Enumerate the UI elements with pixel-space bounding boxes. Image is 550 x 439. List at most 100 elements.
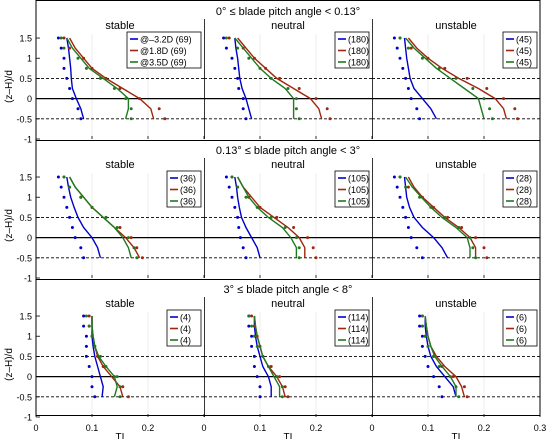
legend-entry: (6) (516, 324, 527, 334)
panel-r0-c2: unstable(45)(45)(45) (371, 19, 541, 139)
y-tick-label: 0 (27, 94, 32, 104)
scatter-point (90, 385, 94, 389)
scatter-point (126, 236, 130, 240)
scatter-point (516, 117, 520, 121)
legend-entry: (28) (516, 174, 532, 184)
legend-entry: (45) (516, 35, 532, 45)
scatter-point (62, 36, 66, 40)
scatter-point (420, 324, 424, 328)
scatter-point (79, 195, 83, 199)
y-tick-label: 1 (27, 193, 32, 203)
scatter-point (406, 46, 410, 50)
scatter-point (135, 256, 139, 260)
scatter-point (292, 226, 296, 230)
profile-line (405, 176, 471, 258)
profile-line (234, 37, 295, 119)
scatter-point (250, 324, 254, 328)
scatter-point (65, 205, 69, 209)
scatter-point (286, 87, 290, 91)
scatter-point (62, 175, 66, 179)
legend-entry: @1.8D (69) (140, 46, 187, 56)
scatter-point (224, 175, 228, 179)
scatter-point (84, 354, 88, 358)
scatter-point (488, 107, 492, 111)
scatter-point (471, 87, 475, 91)
legend-entry: (6) (516, 313, 527, 323)
legend-entry: (105) (348, 174, 369, 184)
scatter-point (471, 246, 475, 250)
scatter-point (297, 117, 301, 121)
scatter-point (418, 324, 422, 328)
profile-line (403, 37, 438, 120)
scatter-point (283, 226, 287, 230)
profile-line (236, 176, 298, 258)
scatter-point (238, 236, 242, 240)
scatter-point (311, 246, 315, 250)
legend-entry: (36) (180, 174, 196, 184)
scatter-point (297, 87, 301, 91)
legend-entry: (36) (180, 197, 196, 207)
scatter-point (252, 334, 256, 338)
scatter-point (87, 324, 91, 328)
scatter-point (227, 36, 231, 40)
scatter-point (418, 117, 422, 121)
x-axis-label: TI (116, 432, 125, 439)
scatter-point (398, 195, 402, 199)
y-tick-label: -0.5 (16, 114, 32, 124)
profile-line (237, 37, 323, 119)
scatter-point (126, 395, 130, 399)
x-tick-label: 0.2 (478, 423, 491, 433)
x-tick-label: 0.1 (86, 423, 99, 433)
panel-r0-c1: neutral(180)(180)(180) (203, 19, 372, 139)
scatter-point (395, 46, 399, 50)
scatter-point (420, 256, 424, 260)
scatter-point (62, 195, 66, 199)
panel-r1-c0: stable(36)(36)(36) (35, 159, 204, 278)
profile-line (234, 176, 261, 258)
scatter-point (76, 107, 80, 111)
y-tick-label: 1.5 (19, 34, 32, 44)
profile-line (253, 315, 281, 397)
x-tick-label: 0.1 (254, 423, 267, 433)
scatter-point (93, 395, 97, 399)
figure-frame (35, 0, 541, 416)
scatter-point (230, 56, 234, 60)
scatter-point (236, 46, 240, 50)
scatter-point (465, 76, 469, 80)
scatter-point (420, 344, 424, 348)
scatter-point (269, 365, 273, 369)
scatter-point (451, 375, 455, 379)
scatter-point (314, 97, 318, 101)
scatter-point (415, 246, 419, 250)
x-axis-label: TI (452, 432, 461, 439)
scatter-point (395, 185, 399, 189)
legend-entry: (114) (348, 336, 368, 346)
scatter-point (236, 215, 240, 219)
scatter-point (404, 76, 408, 80)
scatter-point (233, 205, 237, 209)
scatter-point (241, 246, 245, 250)
scatter-point (432, 375, 436, 379)
scatter-point (227, 185, 231, 189)
panel-r2-c2: unstable(6)(6)(6) (371, 297, 541, 417)
scatter-point (462, 385, 466, 389)
scatter-point (82, 324, 86, 328)
row-title: 0.13° ≤ blade pitch angle < 3° (216, 145, 360, 157)
scatter-point (65, 76, 69, 80)
scatter-point (68, 185, 72, 189)
panel-r2-c1: neutral(114)(114)(114) (203, 297, 372, 417)
scatter-point (404, 215, 408, 219)
scatter-point (73, 236, 77, 240)
scatter-point (485, 256, 489, 260)
scatter-point (244, 117, 248, 121)
scatter-point (283, 385, 287, 389)
scatter-point (84, 344, 88, 348)
scatter-point (255, 375, 259, 379)
scatter-point (420, 56, 424, 60)
legend-entry: @–3.2D (69) (140, 35, 192, 45)
scatter-point (457, 226, 461, 230)
scatter-point (252, 354, 256, 358)
legend-entry: (45) (516, 58, 532, 68)
panel-r1-c1: neutral(105)(105)(105) (203, 158, 372, 278)
